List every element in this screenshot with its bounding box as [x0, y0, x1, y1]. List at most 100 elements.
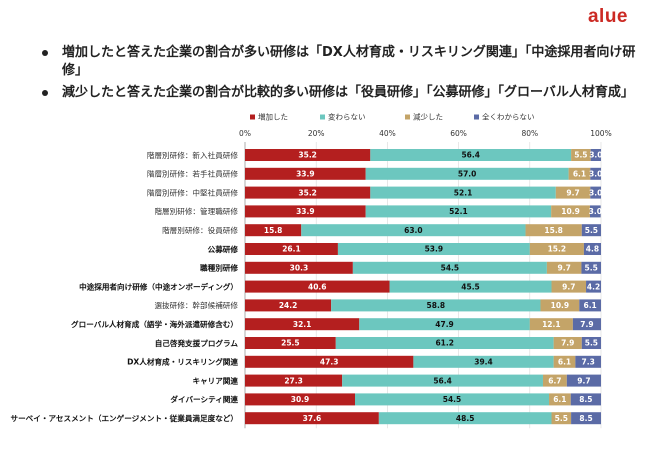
data-label: 30.3: [290, 264, 309, 273]
data-label: 40.6: [308, 282, 327, 291]
brand-logo: alue: [587, 6, 628, 27]
bar-segment: [245, 299, 332, 312]
bar-segment: [335, 337, 554, 349]
data-label: 4.8: [586, 245, 599, 254]
data-label: 6.7: [548, 376, 561, 385]
data-label: 6.1: [583, 301, 596, 310]
bar-segment: [575, 355, 601, 368]
data-label: 5.5: [574, 151, 587, 160]
bar-segment: [245, 318, 360, 331]
bar-segment: [555, 186, 591, 199]
bar-segment: [590, 149, 601, 161]
data-label: 3.0: [589, 207, 602, 216]
data-label: 61.2: [435, 339, 454, 348]
data-label: 12.1: [542, 320, 561, 329]
data-label: 15.2: [548, 245, 567, 254]
bar-segment: [370, 149, 572, 161]
legend-swatch: [405, 114, 410, 120]
bar-segment: [359, 318, 530, 331]
bar-segment: [352, 261, 547, 274]
legend-entry: 増加した: [258, 112, 288, 122]
data-label: 52.1: [449, 207, 468, 216]
data-label: 3.0: [589, 170, 602, 179]
bar-segment: [245, 186, 371, 199]
data-label: 26.1: [282, 245, 301, 254]
data-label: 9.7: [558, 264, 571, 273]
data-label: 3.0: [589, 151, 602, 160]
bar-segment: [245, 167, 366, 180]
category-label: サーベイ・アセスメント（エンゲージメント・従業員満足度など）: [10, 413, 238, 423]
category-label: 選抜研修：幹部候補研修: [154, 300, 238, 310]
data-label: 9.7: [577, 376, 590, 385]
bar-segment: [540, 299, 580, 312]
bar-segment: [542, 374, 567, 387]
data-label: 63.0: [404, 226, 423, 235]
bar-segment: [245, 149, 371, 161]
data-label: 9.7: [562, 282, 575, 291]
data-label: 53.9: [425, 245, 444, 254]
x-tick-label: 80%: [521, 129, 538, 138]
bar-segment: [342, 374, 543, 387]
bar-segment: [581, 261, 601, 274]
category-label: 中途採用者向け研修（中途オンボーディング）: [79, 281, 238, 291]
bar-segment: [245, 393, 356, 406]
category-label: キャリア関連: [192, 375, 238, 385]
data-label: 6.1: [553, 395, 566, 404]
data-label: 7.9: [561, 339, 574, 348]
data-label: 37.6: [303, 414, 322, 423]
data-label: 10.9: [561, 207, 580, 216]
data-label: 27.3: [284, 376, 303, 385]
data-label: 33.9: [296, 207, 315, 216]
data-label: 5.5: [585, 339, 598, 348]
bar-segment: [529, 318, 573, 331]
legend-entry: 減少した: [413, 112, 443, 122]
bar-segment: [549, 393, 571, 406]
data-label: 7.3: [582, 358, 595, 367]
x-tick-label: 60%: [450, 129, 467, 138]
bar-segment: [389, 280, 552, 293]
bar-segment: [551, 280, 587, 293]
legend-entry: 変わらない: [328, 112, 366, 122]
category-label: グローバル人材育成（語学・海外派遣研修含む）: [71, 319, 238, 329]
bar-segment: [245, 243, 338, 255]
data-label: 25.5: [281, 339, 300, 348]
bar-segment: [245, 337, 336, 349]
category-label: 階層別研修：管理職研修: [154, 206, 238, 216]
legend-swatch: [320, 114, 325, 120]
bar-segment: [581, 224, 601, 237]
bar-segment: [590, 186, 601, 199]
category-label: ダイバーシティ関連: [170, 394, 238, 404]
bar-segment: [568, 167, 591, 180]
bar-segment: [589, 205, 601, 218]
bar-segment: [572, 318, 601, 331]
legend-swatch: [474, 114, 479, 120]
x-tick-label: 0%: [239, 129, 251, 138]
category-label: 公募研修: [208, 244, 239, 254]
category-label: DX人材育成・リスキリング関連: [127, 357, 238, 367]
bar-segment: [378, 412, 552, 425]
summary-bullet-increase: 増加したと答えた企業の割合が多い研修は「DX人材育成・リスキリング関連」「中途採…: [38, 44, 638, 80]
bar-segment: [245, 205, 366, 218]
bar-segment: [245, 355, 414, 368]
bar-segment: [579, 299, 601, 312]
bar-segment: [529, 243, 584, 255]
bar-segment: [583, 243, 601, 255]
data-label: 5.5: [585, 226, 598, 235]
data-label: 47.3: [320, 358, 339, 367]
category-label: 自己啓発支援プログラム: [155, 338, 239, 348]
data-label: 35.2: [298, 188, 317, 197]
bar-segment: [566, 374, 601, 387]
data-label: 3.0: [589, 188, 602, 197]
data-label: 52.1: [454, 188, 473, 197]
bar-segment: [245, 224, 302, 237]
data-label: 56.4: [433, 376, 452, 385]
data-label: 47.9: [435, 320, 454, 329]
bar-segment: [245, 261, 353, 274]
data-label: 7.9: [580, 320, 593, 329]
data-label: 54.5: [443, 395, 462, 404]
data-label: 39.4: [474, 358, 493, 367]
bar-segment: [553, 337, 582, 349]
bar-segment: [571, 149, 591, 161]
bar-segment: [551, 205, 590, 218]
